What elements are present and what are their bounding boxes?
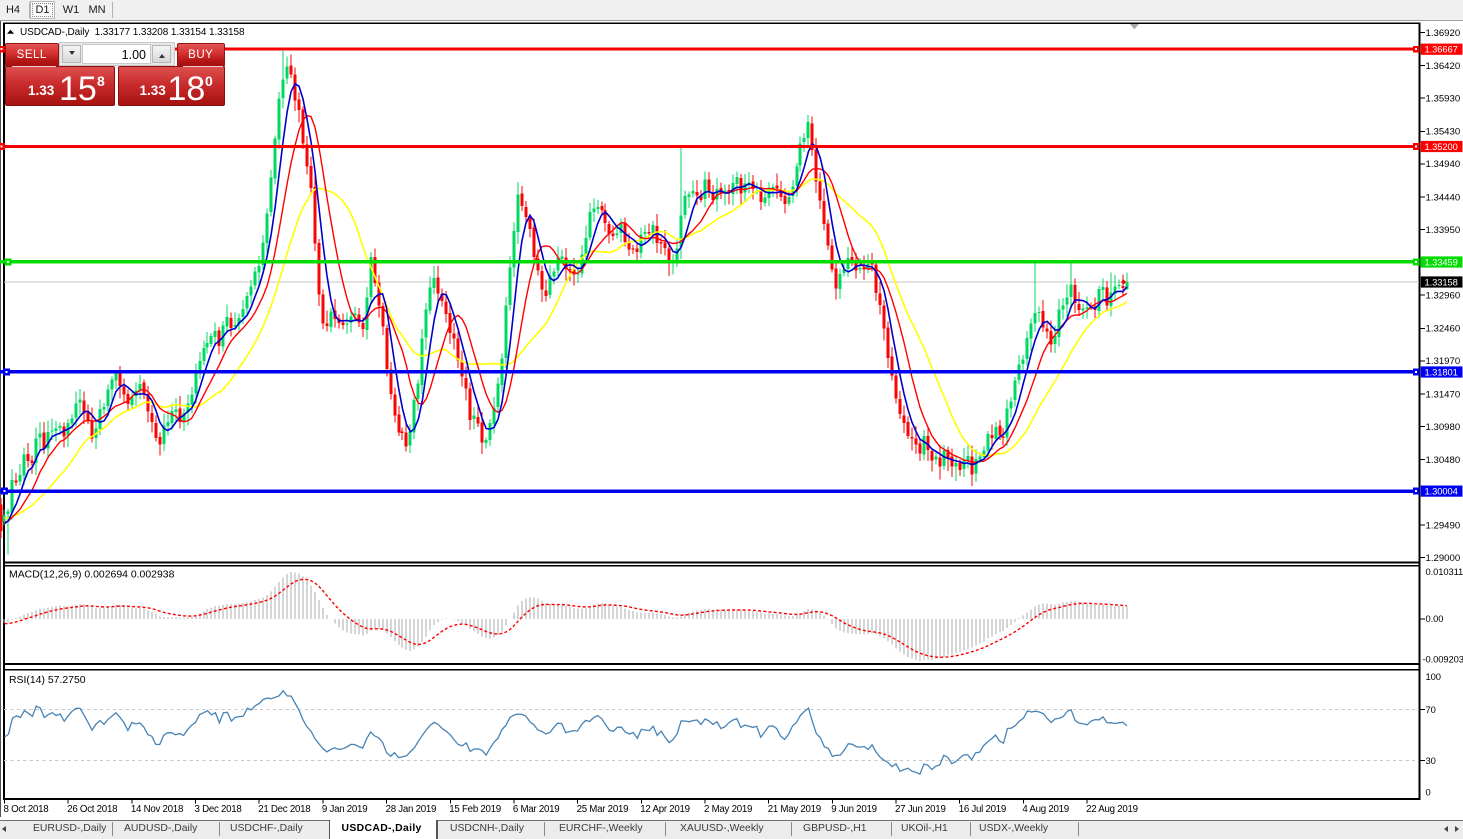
svg-text:1.34440: 1.34440 — [1426, 192, 1461, 203]
svg-text:14 Nov 2018: 14 Nov 2018 — [131, 804, 183, 815]
svg-text:RSI(14) 57.2750: RSI(14) 57.2750 — [9, 675, 86, 686]
svg-text:1.35430: 1.35430 — [1426, 127, 1461, 138]
svg-text:0: 0 — [1426, 786, 1431, 797]
svg-text:1.33158: 1.33158 — [1425, 277, 1458, 288]
svg-text:1.32960: 1.32960 — [1426, 291, 1461, 302]
svg-text:6 Mar 2019: 6 Mar 2019 — [513, 804, 560, 815]
svg-text:3 Dec 2018: 3 Dec 2018 — [195, 804, 242, 815]
svg-text:MACD(12,26,9) 0.002694 0.00293: MACD(12,26,9) 0.002694 0.002938 — [9, 570, 175, 581]
svg-text:1.31970: 1.31970 — [1426, 356, 1461, 367]
svg-text:1.36920: 1.36920 — [1426, 28, 1461, 39]
svg-text:30: 30 — [1426, 755, 1436, 766]
svg-text:1.30480: 1.30480 — [1426, 455, 1461, 466]
svg-text:USDCAD-,Daily 1.33177 1.33208: USDCAD-,Daily 1.33177 1.33208 1.33154 1.… — [20, 27, 245, 38]
svg-text:1.29000: 1.29000 — [1426, 553, 1461, 564]
svg-text:1.36667: 1.36667 — [1425, 44, 1458, 55]
svg-text:1.36420: 1.36420 — [1426, 61, 1461, 72]
svg-text:0.00: 0.00 — [1426, 613, 1444, 624]
svg-text:1.33950: 1.33950 — [1426, 225, 1461, 236]
svg-text:1.35200: 1.35200 — [1425, 141, 1458, 152]
svg-text:22 Aug 2019: 22 Aug 2019 — [1086, 804, 1138, 815]
svg-text:28 Jan 2019: 28 Jan 2019 — [386, 804, 437, 815]
svg-text:1.34940: 1.34940 — [1426, 159, 1461, 170]
svg-text:1.33459: 1.33459 — [1425, 257, 1458, 268]
svg-text:1.30004: 1.30004 — [1425, 486, 1458, 497]
svg-text:1.29490: 1.29490 — [1426, 521, 1461, 532]
svg-text:1.31470: 1.31470 — [1426, 389, 1461, 400]
svg-text:16 Jul 2019: 16 Jul 2019 — [959, 804, 1006, 815]
svg-text:1.35930: 1.35930 — [1426, 94, 1461, 105]
svg-text:9 Jan 2019: 9 Jan 2019 — [322, 804, 367, 815]
svg-text:-0.0092030: -0.0092030 — [1423, 654, 1463, 665]
svg-text:9 Jun 2019: 9 Jun 2019 — [831, 804, 876, 815]
svg-text:2 May 2019: 2 May 2019 — [704, 804, 752, 815]
svg-text:25 Mar 2019: 25 Mar 2019 — [577, 804, 629, 815]
svg-text:26 Oct 2018: 26 Oct 2018 — [67, 804, 117, 815]
svg-text:12 Apr 2019: 12 Apr 2019 — [640, 804, 690, 815]
svg-text:100: 100 — [1426, 671, 1441, 682]
svg-text:4 Aug 2019: 4 Aug 2019 — [1022, 804, 1069, 815]
svg-text:1.32460: 1.32460 — [1426, 324, 1461, 335]
svg-text:15 Feb 2019: 15 Feb 2019 — [449, 804, 501, 815]
svg-text:1.31801: 1.31801 — [1425, 367, 1458, 378]
svg-text:1.30980: 1.30980 — [1426, 422, 1461, 433]
svg-text:27 Jun 2019: 27 Jun 2019 — [895, 804, 946, 815]
svg-text:21 Dec 2018: 21 Dec 2018 — [258, 804, 310, 815]
svg-text:21 May 2019: 21 May 2019 — [768, 804, 821, 815]
svg-text:8 Oct 2018: 8 Oct 2018 — [4, 804, 49, 815]
svg-text:70: 70 — [1426, 704, 1436, 715]
svg-text:0.010311: 0.010311 — [1426, 566, 1463, 577]
